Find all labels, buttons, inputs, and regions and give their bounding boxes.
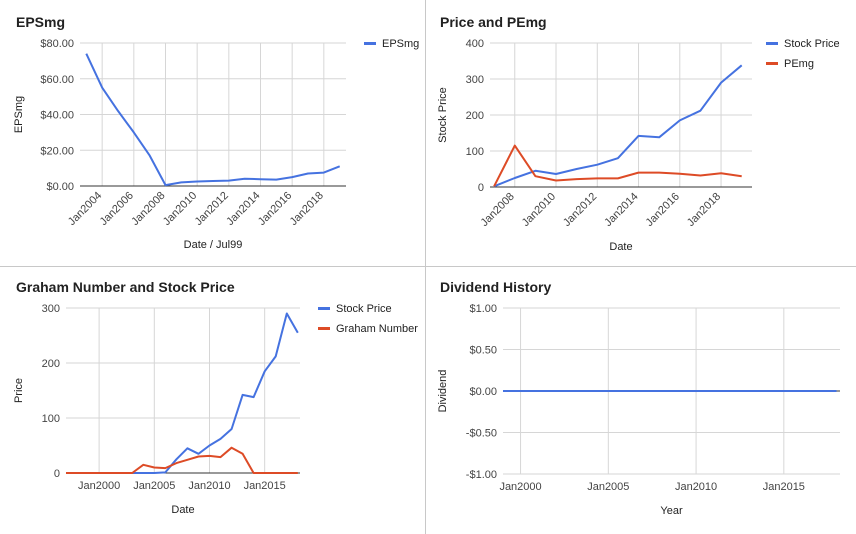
y-tick-label: $40.00 — [40, 110, 74, 122]
y-tick-label: 300 — [466, 74, 484, 86]
x-tick-label: Jan2010 — [161, 190, 199, 228]
plot-group: Graham Number and Stock Price 0 100 200 300 J… — [13, 279, 418, 516]
y-axis-label: EPSmg — [13, 96, 25, 133]
chart-svg-epsmg: EPSmg $0.00 $20.00 $40.00 $60.00 $80.00 Jan200… — [13, 14, 419, 251]
y-axis-label: Dividend — [437, 370, 449, 413]
x-axis-label: Year — [660, 505, 683, 517]
chart-title: Dividend History — [440, 279, 551, 295]
x-tick-label: Jan2018 — [288, 190, 326, 228]
y-tick-label: 0 — [54, 468, 60, 480]
x-tick-label: Jan2015 — [763, 481, 805, 493]
x-tick-label: Jan2005 — [587, 481, 629, 493]
x-tick-label: Jan2010 — [188, 480, 230, 492]
y-axis-label: Price — [13, 378, 25, 403]
plot-group: EPSmg $0.00 $20.00 $40.00 $60.00 $80.00 Jan200… — [13, 14, 419, 251]
chart-title: EPSmg — [16, 14, 65, 30]
y-axis-label: Stock Price — [437, 87, 449, 143]
chart-panel-epsmg: EPSmg $0.00 $20.00 $40.00 $60.00 $80.00 Jan200… — [0, 0, 426, 267]
chart-panel-graham: Graham Number and Stock Price 0 100 200 300 J… — [0, 267, 426, 534]
legend-swatch — [766, 42, 778, 45]
y-tick-label: 100 — [466, 146, 484, 158]
x-tick-label: Jan2000 — [78, 480, 120, 492]
series-line — [66, 312, 299, 474]
x-tick-label: Jan2018 — [685, 191, 723, 229]
legend-label: PEmg — [784, 58, 814, 70]
x-tick-label: Jan2008 — [479, 191, 517, 229]
x-tick-label: Jan2016 — [644, 191, 682, 229]
x-tick-label: Jan2012 — [193, 190, 231, 228]
legend-swatch — [318, 327, 330, 330]
y-tick-label: -$1.00 — [466, 469, 497, 481]
legend-label: Graham Number — [336, 323, 418, 335]
chart-svg-graham: Graham Number and Stock Price 0 100 200 300 J… — [13, 279, 418, 516]
y-tick-label: $20.00 — [40, 145, 74, 157]
x-tick-label: Jan2006 — [98, 190, 136, 228]
x-tick-label: Jan2010 — [675, 481, 717, 493]
y-tick-label: 300 — [42, 303, 60, 315]
series-line — [85, 53, 341, 187]
legend-label: Stock Price — [784, 38, 840, 50]
legend-label: Stock Price — [336, 303, 392, 315]
series-line — [66, 446, 298, 474]
x-tick-label: Jan2005 — [133, 480, 175, 492]
y-tick-label: 200 — [466, 110, 484, 122]
x-tick-label: Jan2012 — [561, 191, 599, 229]
y-tick-label: $0.50 — [469, 345, 497, 357]
x-tick-label: Jan2008 — [129, 190, 167, 228]
chart-svg-dividend: Dividend History $1.00 $0.50 $0.00 -$0.50 -$1… — [437, 279, 840, 517]
y-tick-label: 0 — [478, 182, 484, 194]
y-tick-label: $60.00 — [40, 74, 74, 86]
legend-swatch — [318, 307, 330, 310]
chart-title: Graham Number and Stock Price — [16, 279, 235, 295]
y-tick-label: 100 — [42, 413, 60, 425]
x-tick-label: Jan2016 — [256, 190, 294, 228]
y-tick-label: $80.00 — [40, 38, 74, 50]
chart-title: Price and PEmg — [440, 14, 547, 30]
y-tick-label: $0.00 — [469, 386, 497, 398]
series-line — [493, 144, 742, 187]
plot-group: Dividend History $1.00 $0.50 $0.00 -$0.50 -$1… — [437, 279, 840, 517]
series-line — [493, 64, 743, 188]
x-tick-label: Jan2010 — [520, 191, 558, 229]
x-axis-label: Date — [609, 241, 632, 253]
x-axis-label: Date — [171, 504, 194, 516]
y-tick-label: 200 — [42, 358, 60, 370]
chart-panel-price-pemg: Price and PEmg 0 100 200 300 400 Jan2008 Jan201… — [426, 0, 856, 267]
chart-panel-dividend: Dividend History $1.00 $0.50 $0.00 -$0.50 -$1… — [426, 267, 856, 534]
x-axis-label: Date / Jul99 — [184, 239, 243, 251]
legend-swatch — [364, 42, 376, 45]
x-tick-label: Jan2000 — [499, 481, 541, 493]
x-tick-label: Jan2014 — [602, 191, 640, 229]
y-tick-label: $1.00 — [469, 303, 497, 315]
legend-label: EPSmg — [382, 38, 419, 50]
legend-swatch — [766, 62, 778, 65]
x-tick-label: Jan2004 — [66, 190, 104, 228]
y-tick-label: -$0.50 — [466, 428, 497, 440]
x-tick-label: Jan2014 — [224, 190, 262, 228]
x-tick-label: Jan2015 — [244, 480, 286, 492]
y-tick-label: 400 — [466, 38, 484, 50]
y-tick-label: $0.00 — [46, 181, 74, 193]
